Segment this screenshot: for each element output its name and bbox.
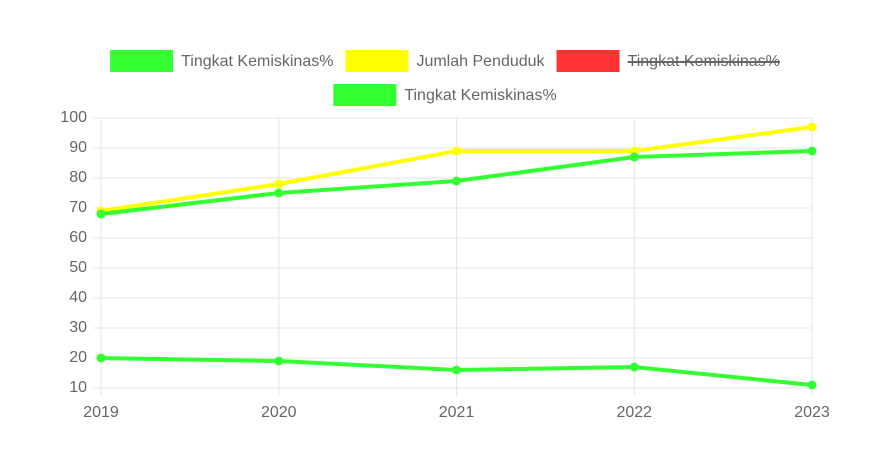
series-point (452, 146, 461, 156)
series-point (629, 362, 639, 372)
y-tick-label: 90 (69, 139, 87, 156)
legend-swatch (110, 50, 174, 72)
series-point (452, 176, 461, 186)
legend-item: Tingkat Kemiskinas% (333, 84, 557, 106)
y-tick-label: 80 (69, 169, 87, 186)
y-tick-label: 30 (69, 319, 87, 336)
legend-swatch (556, 50, 620, 72)
legend-item: Jumlah Penduduk (345, 50, 546, 72)
legend-item: Tingkat Kemiskinas% (110, 50, 333, 72)
legend-item: Tingkat Kemiskinas% (556, 50, 780, 72)
legend-label: Tingkat Kemiskinas% (404, 87, 556, 104)
series-point (807, 146, 817, 156)
y-tick-label: 10 (69, 379, 87, 396)
legend-swatch (345, 50, 409, 72)
legend-label: Jumlah Penduduk (416, 53, 545, 70)
legend-swatch (333, 84, 397, 106)
series-point (807, 380, 817, 390)
x-tick-label: 2022 (616, 404, 652, 421)
y-tick-label: 50 (69, 259, 87, 276)
y-tick-label: 20 (69, 349, 87, 366)
y-tick-label: 40 (69, 289, 87, 306)
y-tick-label: 70 (69, 199, 87, 216)
series-point (629, 152, 639, 162)
x-tick-label: 2019 (83, 404, 119, 421)
series-point (96, 209, 106, 219)
y-tick-label: 100 (60, 109, 87, 126)
series-point (452, 365, 461, 375)
series-point (274, 356, 284, 366)
y-tick-label: 60 (69, 229, 87, 246)
x-tick-label: 2021 (439, 404, 475, 421)
series-point (807, 122, 817, 132)
legend-label: Tingkat Kemiskinas% (181, 53, 333, 70)
series-point (274, 188, 284, 198)
x-tick-label: 2023 (794, 404, 830, 421)
series-point (96, 353, 106, 363)
series-point (274, 179, 284, 189)
x-tick-label: 2020 (261, 404, 297, 421)
